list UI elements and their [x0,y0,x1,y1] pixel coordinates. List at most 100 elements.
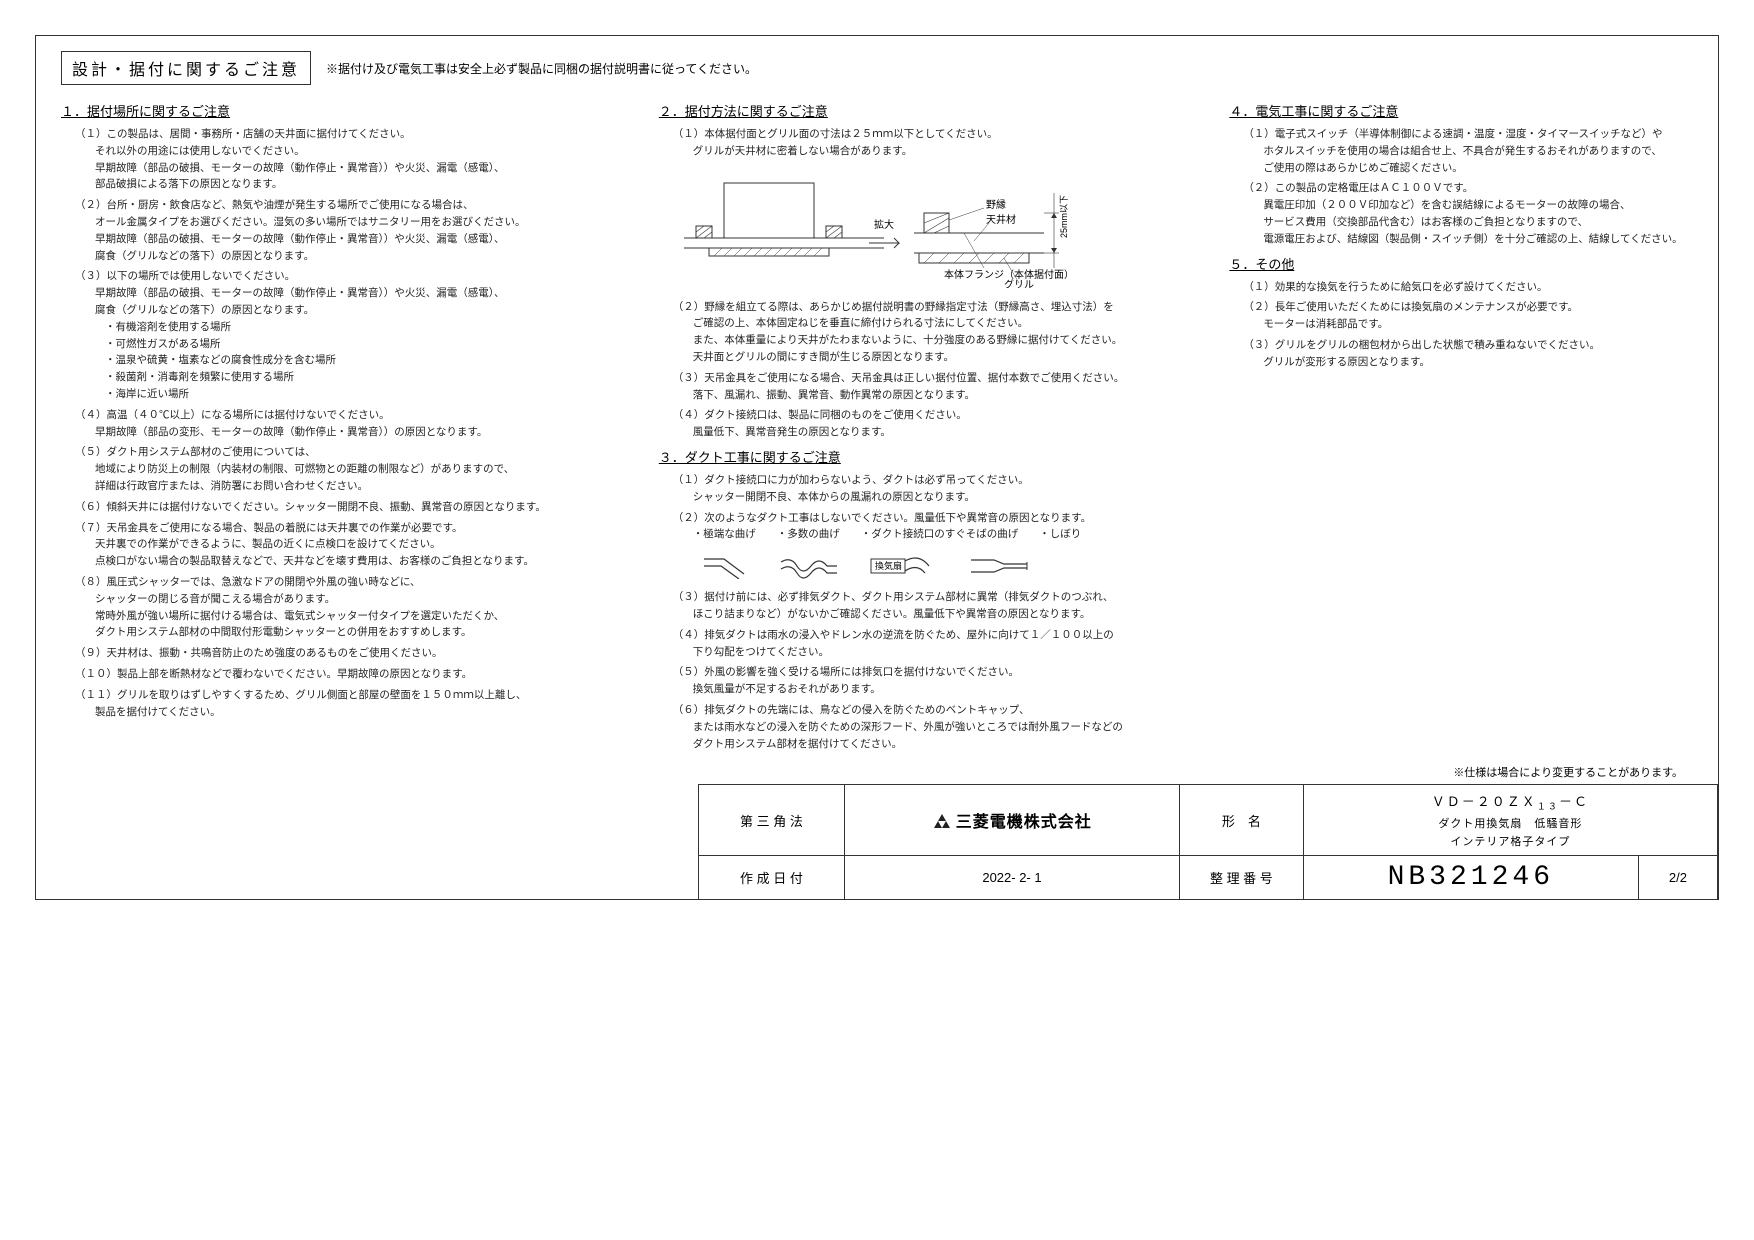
section3-heading: ３．ダクト工事に関するご注意 [659,447,1205,466]
s1-i1: （１）この製品は、居間・事務所・店舗の天井面に据付けてください。 それ以外の用途… [75,126,634,193]
company-name: 三菱電機株式会社 [956,814,1092,831]
content-columns: １．据付場所に関するご注意 （１）この製品は、居間・事務所・店舗の天井面に据付け… [61,95,1693,756]
text: 早期故障（部品の破損、モーターの故障（動作停止・異常音））や火災、漏電（感電）、 [95,285,634,302]
model-number: ＶＤ－２０ＺＸ１３－Ｃ [1432,794,1589,809]
serial-label-cell: 整 理 番 号 [1180,855,1304,899]
text: ご確認の上、本体固定ねじを垂直に締付けられる寸法にしてください。 [693,315,1205,332]
s1-i7: （７）天吊金具をご使用になる場合、製品の着脱には天井裏での作業が必要です。 天井… [75,520,634,570]
text: 早期故障（部品の破損、モーターの故障（動作停止・異常音））や火災、漏電（感電）、 [95,231,634,248]
text: （６）排気ダクトの先端には、鳥などの侵入を防ぐためのベントキャップ、 [673,702,1205,719]
main-note: ※据付け及び電気工事は安全上必ず製品に同梱の据付説明書に従ってください。 [326,60,757,77]
s3-i2: （２）次のようなダクト工事はしないでください。風量低下や異常音の原因となります。… [673,510,1205,544]
s2-i3: （３）天吊金具をご使用になる場合、天吊金具は正しい据付位置、据付本数でご使用くだ… [673,370,1205,404]
text: ダクト用システム部材を据付けてください。 [693,736,1205,753]
column-2: ２．据付方法に関するご注意 （１）本体据付面とグリル面の寸法は２５ｍｍ以下として… [659,95,1205,756]
text: オール金属タイプをお選びください。湿気の多い場所ではサニタリー用をお選びください… [95,214,634,231]
squeeze-icon [969,554,1029,579]
text: ダクト用システム部材の中間取付形電動シャッターとの併用をおすすめします。 [95,624,634,641]
text: 早期故障（部品の変形、モーターの故障（動作停止・異常音））の原因となります。 [95,424,634,441]
text: （４）排気ダクトは雨水の浸入やドレン水の逆流を防ぐため、屋外に向けて１／１００以… [673,627,1205,644]
s3-i3: （３）据付け前には、必ず排気ダクト、ダクト用システム部材に異常（排気ダクトのつぶ… [673,589,1205,623]
model-desc1: ダクト用換気扇 低騒音形 [1314,815,1707,831]
text: （７）天吊金具をご使用になる場合、製品の着脱には天井裏での作業が必要です。 [75,520,634,537]
company-cell: 三菱電機株式会社 [844,785,1179,856]
text: 部品破損による落下の原因となります。 [95,176,634,193]
installation-diagram: 拡大 [684,168,1205,291]
text: 風量低下、異常音発生の原因となります。 [693,424,1205,441]
text: また、本体重量により天井がたわまないように、十分強度のある野縁に据付けてください… [693,332,1205,349]
text: （１０）製品上部を断熱材などで覆わないでください。早期故障の原因となります。 [75,666,634,683]
text: （２）野縁を組立てる際は、あらかじめ据付説明書の野縁指定寸法（野縁高さ、埋込寸法… [673,299,1205,316]
text: （３）グリルをグリルの梱包材から出した状態で積み重ねないでください。 [1243,337,1693,354]
text: （１）ダクト接続口に力が加わらないよう、ダクトは必ず吊ってください。 [673,472,1205,489]
header-row: 設計・据付に関するご注意 ※据付け及び電気工事は安全上必ず製品に同梱の据付説明書… [61,51,1693,85]
page-cell: 2/2 [1638,855,1717,899]
main-title: 設計・据付に関するご注意 [61,51,311,85]
section2-heading: ２．据付方法に関するご注意 [659,101,1205,120]
text: ・殺菌剤・消毒剤を頻繁に使用する場所 [105,369,634,386]
section1-heading: １．据付場所に関するご注意 [61,101,634,120]
s5-i1: （１）効果的な換気を行うために給気口を必ず設けてください。 [1243,279,1693,296]
s1-i4: （４）高温（４０℃以上）になる場所には据付けないでください。 早期故障（部品の変… [75,407,634,441]
text: ・海岸に近い場所 [105,386,634,403]
text: それ以外の用途には使用しないでください。 [95,143,634,160]
text: 異電圧印加（２００Ｖ印加など）を含む誤結線によるモーターの故障の場合、 [1263,197,1693,214]
text: （２）台所・厨房・飲食店など、熱気や油煙が発生する場所でご使用になる場合は、 [75,197,634,214]
text: ・温泉や硫黄・塩素などの腐食性成分を含む場所 [105,352,634,369]
duct-shapes-diagram: 換気扇 [699,551,1205,581]
s1-i5: （５）ダクト用システム部材のご使用については、 地域により防災上の制限（内装材の… [75,444,634,494]
text: 腐食（グリルなどの落下）の原因となります。 [95,248,634,265]
s1-i11: （１１）グリルを取りはずしやすくするため、グリル側面と部屋の壁面を１５０ｍｍ以上… [75,687,634,721]
text: （３）天吊金具をご使用になる場合、天吊金具は正しい据付位置、据付本数でご使用くだ… [673,370,1205,387]
fan-bend-icon: 換気扇 [869,551,939,581]
svg-text:野縁: 野縁 [986,198,1006,211]
text: シャッターの閉じる音が聞こえる場合があります。 [95,591,634,608]
section5-heading: ５．その他 [1229,254,1693,273]
column-1: １．据付場所に関するご注意 （１）この製品は、居間・事務所・店舗の天井面に据付け… [61,95,634,756]
text: 下り勾配をつけてください。 [693,644,1205,661]
text: （２）次のようなダクト工事はしないでください。風量低下や異常音の原因となります。 [673,510,1205,527]
text: （５）外風の影響を強く受ける場所には排気口を据付けないでください。 [673,664,1205,681]
s3-i1: （１）ダクト接続口に力が加わらないよう、ダクトは必ず吊ってください。 シャッター… [673,472,1205,506]
text: ・極端な曲げ ・多数の曲げ ・ダクト接続口のすぐそばの曲げ ・しぼり [693,526,1205,543]
text: （２）長年ご使用いただくためには換気扇のメンテナンスが必要です。 [1243,299,1693,316]
text: モーターは消耗部品です。 [1263,316,1693,333]
text: （４）高温（４０℃以上）になる場所には据付けないでください。 [75,407,634,424]
document-page: 設計・据付に関するご注意 ※据付け及び電気工事は安全上必ず製品に同梱の据付説明書… [35,35,1719,900]
text: （３）以下の場所では使用しないでください。 [75,268,634,285]
text: 製品を据付けてください。 [95,704,634,721]
text: （１１）グリルを取りはずしやすくするため、グリル側面と部屋の壁面を１５０ｍｍ以上… [75,687,634,704]
date-cell: 2022- 2- 1 [844,855,1179,899]
bend-sharp-icon [699,554,749,579]
s5-i2: （２）長年ご使用いただくためには換気扇のメンテナンスが必要です。 モーターは消耗… [1243,299,1693,333]
text: グリルが天井材に密着しない場合があります。 [693,143,1205,160]
s4-i2: （２）この製品の定格電圧はＡＣ１００Ｖです。 異電圧印加（２００Ｖ印加など）を含… [1243,180,1693,247]
text: シャッター開閉不良、本体からの風漏れの原因となります。 [693,489,1205,506]
model-desc2: インテリア格子タイプ [1314,833,1707,849]
s2-i4: （４）ダクト接続口は、製品に同梱のものをご使用ください。 風量低下、異常音発生の… [673,407,1205,441]
projection-cell: 第 三 角 法 [699,785,845,856]
text: または雨水などの浸入を防ぐための深形フード、外風が強いところでは耐外風フードなど… [693,719,1205,736]
model-cell: ＶＤ－２０ＺＸ１３－Ｃ ダクト用換気扇 低騒音形 インテリア格子タイプ [1303,785,1717,856]
text: 詳細は行政官庁または、消防署にお問い合わせください。 [95,478,634,495]
date-label-cell: 作 成 日 付 [699,855,845,899]
text: （２）この製品の定格電圧はＡＣ１００Ｖです。 [1243,180,1693,197]
s1-i9: （９）天井材は、振動・共鳴音防止のため強度のあるものをご使用ください。 [75,645,634,662]
s4-i1: （１）電子式スイッチ（半導体制御による速調・温度・湿度・タイマースイッチなど）や… [1243,126,1693,176]
s1-i6: （６）傾斜天井には据付けないでください。シャッター開閉不良、振動、異常音の原因と… [75,499,634,516]
text: ・有機溶剤を使用する場所 [105,319,634,336]
text: （４）ダクト接続口は、製品に同梱のものをご使用ください。 [673,407,1205,424]
section4-heading: ４．電気工事に関するご注意 [1229,101,1693,120]
text: （６）傾斜天井には据付けないでください。シャッター開閉不良、振動、異常音の原因と… [75,499,634,516]
title-block-table: 第 三 角 法 三菱電機株式会社 形 名 ＶＤ－２０ＺＸ１３－Ｃ ダクト用換気扇… [698,784,1718,900]
svg-text:25mm以下: 25mm以下 [1059,195,1069,238]
text: ご使用の際はあらかじめご確認ください。 [1263,160,1693,177]
text: グリルが変形する原因となります。 [1263,354,1693,371]
bend-many-icon [779,554,839,579]
s1-i8: （８）風圧式シャッターでは、急激なドアの開閉や外風の強い時などに、 シャッターの… [75,574,634,641]
s2-i2: （２）野縁を組立てる際は、あらかじめ据付説明書の野縁指定寸法（野縁高さ、埋込寸法… [673,299,1205,366]
svg-text:グリル: グリル [1004,278,1034,288]
text: 電源電圧および、結線図（製品側・スイッチ側）を十分ご確認の上、結線してください。 [1263,231,1693,248]
mitsubishi-logo-icon [932,814,952,832]
text: 常時外風が強い場所に据付ける場合は、電気式シャッター付タイプを選定いただくか、 [95,608,634,625]
